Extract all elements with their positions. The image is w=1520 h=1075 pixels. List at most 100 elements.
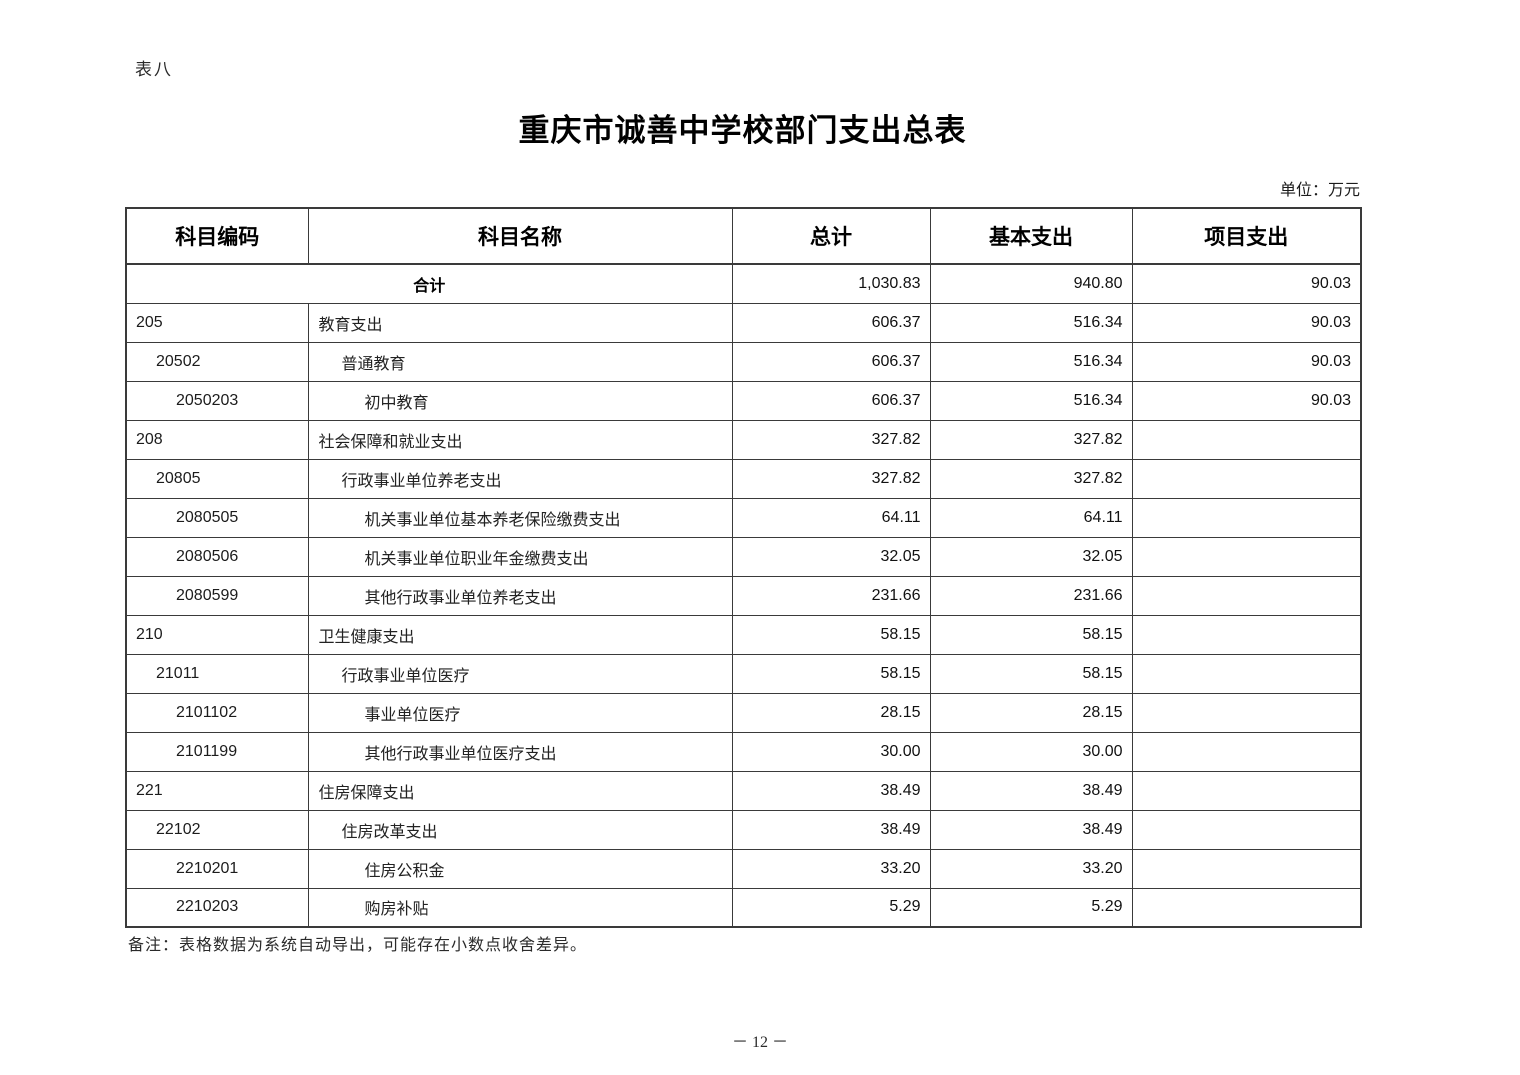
- table-row: 20502 普通教育 606.37 516.34 90.03: [125, 341, 1362, 382]
- table-row: 2080599 其他行政事业单位养老支出 231.66 231.66: [125, 575, 1362, 616]
- row-total: 58.15: [731, 653, 931, 694]
- row-basic: 58.15: [929, 614, 1133, 655]
- row-code: 20502: [125, 341, 309, 382]
- row-code: 221: [125, 770, 309, 811]
- row-code: 210: [125, 614, 309, 655]
- row-name: 机关事业单位职业年金缴费支出: [307, 536, 733, 577]
- row-code: 20805: [125, 458, 309, 499]
- row-project: 90.03: [1131, 341, 1362, 382]
- row-total: 30.00: [731, 731, 931, 772]
- row-name: 卫生健康支出: [307, 614, 733, 655]
- row-basic: 327.82: [929, 419, 1133, 460]
- table-row: 2080505 机关事业单位基本养老保险缴费支出 64.11 64.11: [125, 497, 1362, 538]
- row-basic: 30.00: [929, 731, 1133, 772]
- table-row: 210 卫生健康支出 58.15 58.15: [125, 614, 1362, 655]
- grand-total-total: 1,030.83: [731, 263, 931, 304]
- row-name: 其他行政事业单位养老支出: [307, 575, 733, 616]
- row-code: 208: [125, 419, 309, 460]
- row-project: [1131, 692, 1362, 733]
- table-row: 2101199 其他行政事业单位医疗支出 30.00 30.00: [125, 731, 1362, 772]
- row-name: 行政事业单位养老支出: [307, 458, 733, 499]
- row-basic: 38.49: [929, 770, 1133, 811]
- row-total: 38.49: [731, 809, 931, 850]
- row-name: 住房公积金: [307, 848, 733, 889]
- row-basic: 516.34: [929, 341, 1133, 382]
- row-total: 32.05: [731, 536, 931, 577]
- row-basic: 5.29: [929, 887, 1133, 928]
- row-total: 5.29: [731, 887, 931, 928]
- row-name: 其他行政事业单位医疗支出: [307, 731, 733, 772]
- row-project: 90.03: [1131, 302, 1362, 343]
- table-row: 20805 行政事业单位养老支出 327.82 327.82: [125, 458, 1362, 499]
- table-row: 2080506 机关事业单位职业年金缴费支出 32.05 32.05: [125, 536, 1362, 577]
- row-project: [1131, 575, 1362, 616]
- table-row: 2050203 初中教育 606.37 516.34 90.03: [125, 380, 1362, 421]
- table-row: 21011 行政事业单位医疗 58.15 58.15: [125, 653, 1362, 694]
- row-project: [1131, 809, 1362, 850]
- grand-total-label: 合计: [125, 263, 733, 304]
- row-code: 2101199: [125, 731, 309, 772]
- row-code: 2080506: [125, 536, 309, 577]
- row-total: 606.37: [731, 341, 931, 382]
- row-total: 28.15: [731, 692, 931, 733]
- row-total: 64.11: [731, 497, 931, 538]
- row-basic: 33.20: [929, 848, 1133, 889]
- page-title: 重庆市诚善中学校部门支出总表: [518, 113, 967, 148]
- page-number: － 12 －: [731, 1034, 788, 1051]
- row-basic: 516.34: [929, 302, 1133, 343]
- column-header-code: 科目编码: [125, 207, 309, 265]
- table-row: 205 教育支出 606.37 516.34 90.03: [125, 302, 1362, 343]
- row-total: 606.37: [731, 302, 931, 343]
- footnote: 备注：表格数据为系统自动导出，可能存在小数点收舍差异。: [128, 937, 588, 954]
- row-total: 33.20: [731, 848, 931, 889]
- row-name: 社会保障和就业支出: [307, 419, 733, 460]
- row-total: 231.66: [731, 575, 931, 616]
- table-row: 2210203 购房补贴 5.29 5.29: [125, 887, 1362, 928]
- row-basic: 28.15: [929, 692, 1133, 733]
- row-project: 90.03: [1131, 380, 1362, 421]
- row-code: 2080505: [125, 497, 309, 538]
- column-header-project: 项目支出: [1131, 207, 1362, 265]
- column-header-name: 科目名称: [307, 207, 733, 265]
- row-total: 606.37: [731, 380, 931, 421]
- table-row: 221 住房保障支出 38.49 38.49: [125, 770, 1362, 811]
- table-row: 208 社会保障和就业支出 327.82 327.82: [125, 419, 1362, 460]
- row-total: 327.82: [731, 419, 931, 460]
- row-name: 住房改革支出: [307, 809, 733, 850]
- row-basic: 231.66: [929, 575, 1133, 616]
- unit-label: 单位：万元: [1279, 182, 1360, 199]
- row-code: 22102: [125, 809, 309, 850]
- row-code: 2210201: [125, 848, 309, 889]
- row-code: 2080599: [125, 575, 309, 616]
- header-row: 科目编码 科目名称 总计 基本支出 项目支出: [125, 207, 1362, 265]
- row-project: [1131, 458, 1362, 499]
- expenditure-summary-table: 科目编码 科目名称 总计 基本支出 项目支出 合计 1,030.83 940.8…: [125, 207, 1362, 928]
- row-project: [1131, 614, 1362, 655]
- grand-total-basic: 940.80: [929, 263, 1133, 304]
- row-project: [1131, 653, 1362, 694]
- column-header-total: 总计: [731, 207, 931, 265]
- row-project: [1131, 770, 1362, 811]
- table-row: 2101102 事业单位医疗 28.15 28.15: [125, 692, 1362, 733]
- row-code: 2050203: [125, 380, 309, 421]
- row-basic: 58.15: [929, 653, 1133, 694]
- column-header-basic: 基本支出: [929, 207, 1133, 265]
- table-row: 22102 住房改革支出 38.49 38.49: [125, 809, 1362, 850]
- row-code: 2101102: [125, 692, 309, 733]
- row-total: 58.15: [731, 614, 931, 655]
- row-basic: 32.05: [929, 536, 1133, 577]
- row-name: 普通教育: [307, 341, 733, 382]
- row-total: 38.49: [731, 770, 931, 811]
- row-total: 327.82: [731, 458, 931, 499]
- row-project: [1131, 536, 1362, 577]
- row-name: 初中教育: [307, 380, 733, 421]
- row-basic: 38.49: [929, 809, 1133, 850]
- row-name: 购房补贴: [307, 887, 733, 928]
- row-project: [1131, 731, 1362, 772]
- row-name: 行政事业单位医疗: [307, 653, 733, 694]
- row-name: 事业单位医疗: [307, 692, 733, 733]
- row-name: 教育支出: [307, 302, 733, 343]
- table-row: 2210201 住房公积金 33.20 33.20: [125, 848, 1362, 889]
- row-name: 住房保障支出: [307, 770, 733, 811]
- row-code: 21011: [125, 653, 309, 694]
